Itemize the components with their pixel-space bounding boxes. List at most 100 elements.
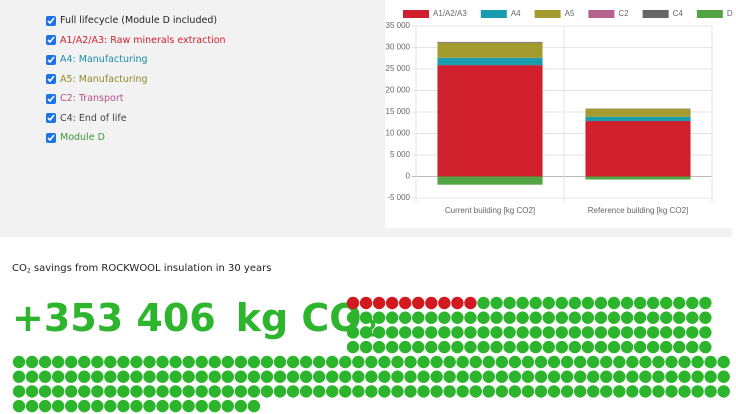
legend-swatch <box>480 10 507 18</box>
dot <box>156 385 169 398</box>
chart: -5 000 0 5 000 10 000 15 000 20 000 25 000 30 0… <box>385 0 736 228</box>
option[interactable]: A4: Manufacturing <box>46 50 226 70</box>
dot <box>378 385 391 398</box>
dot <box>547 355 561 369</box>
dot <box>660 296 673 310</box>
option[interactable]: C4: End of life <box>46 109 226 129</box>
dot <box>372 326 386 339</box>
dot <box>600 370 613 383</box>
option-label[interactable]: A5: Manufacturing <box>60 73 148 85</box>
dot <box>464 296 477 310</box>
dot <box>378 355 391 369</box>
checkbox[interactable] <box>46 93 56 104</box>
option-label[interactable]: C4: End of life <box>60 112 127 124</box>
y-tick-label: 15 000 <box>386 107 411 116</box>
dot <box>399 296 412 310</box>
bar-segment <box>437 176 543 185</box>
dot <box>247 370 261 383</box>
dot <box>365 385 378 398</box>
dot <box>38 355 52 369</box>
dot <box>143 385 156 398</box>
dot <box>195 385 208 398</box>
dot <box>534 370 548 383</box>
dot <box>339 370 352 383</box>
legend-label: A5 <box>565 9 575 18</box>
dot <box>91 355 104 369</box>
option-label[interactable]: Module D <box>60 132 105 144</box>
dot <box>613 385 626 398</box>
dot <box>412 311 425 324</box>
option-label[interactable]: A4: Manufacturing <box>60 54 148 66</box>
dot <box>326 355 339 369</box>
dot <box>620 311 634 324</box>
dot <box>326 385 339 398</box>
dot <box>385 340 399 354</box>
dot <box>312 370 326 383</box>
dot <box>646 326 660 339</box>
dot <box>607 340 621 354</box>
dot <box>12 399 26 413</box>
dot <box>352 355 365 369</box>
legend-swatch <box>588 10 615 18</box>
option[interactable]: Full lifecycle (Module D included) <box>46 11 226 31</box>
checkbox[interactable] <box>46 132 56 143</box>
dot <box>673 296 686 310</box>
dot <box>182 355 195 369</box>
dot <box>699 326 712 339</box>
dot <box>646 340 660 354</box>
dot <box>365 370 378 383</box>
dot <box>182 399 195 413</box>
checkbox[interactable] <box>46 15 56 26</box>
dot <box>555 296 568 310</box>
dot <box>503 326 516 339</box>
dot <box>477 296 490 310</box>
dot <box>195 355 208 369</box>
dot <box>673 311 686 324</box>
dot <box>25 399 39 413</box>
checkbox[interactable] <box>46 35 56 46</box>
dot <box>195 370 208 383</box>
dot <box>477 311 490 324</box>
dot <box>607 311 621 324</box>
legend-label: C2 <box>618 9 629 18</box>
dot <box>312 385 326 398</box>
option-label[interactable]: C2: Transport <box>60 93 124 105</box>
dot <box>430 385 443 398</box>
option[interactable]: A1/A2/A3: Raw minerals extraction <box>46 31 226 51</box>
dot <box>639 355 652 369</box>
dot <box>665 385 678 398</box>
option-label[interactable]: A1/A2/A3: Raw minerals extraction <box>60 34 226 46</box>
option[interactable]: A5: Manufacturing <box>46 70 226 90</box>
checkbox[interactable] <box>46 113 56 124</box>
dot <box>221 399 234 413</box>
checkbox[interactable] <box>46 54 56 65</box>
option-label[interactable]: Full lifecycle (Module D included) <box>60 15 218 27</box>
dot <box>78 370 91 383</box>
checkbox[interactable] <box>46 74 56 85</box>
dot <box>626 370 639 383</box>
dot <box>547 370 561 383</box>
dot <box>169 385 182 398</box>
option[interactable]: Module D <box>46 128 226 148</box>
dot <box>169 355 182 369</box>
bar-segment <box>585 176 691 180</box>
dot <box>469 370 482 383</box>
dot <box>516 296 529 310</box>
dot <box>573 385 587 398</box>
dot <box>516 340 529 354</box>
dot <box>346 311 360 324</box>
dot <box>234 399 248 413</box>
dot <box>633 296 647 310</box>
dot <box>234 370 248 383</box>
dot <box>156 399 169 413</box>
dot <box>12 355 26 369</box>
option[interactable]: C2: Transport <box>46 89 226 109</box>
dot <box>490 340 503 354</box>
dot <box>104 385 117 398</box>
dot <box>699 340 712 354</box>
dot <box>299 355 313 369</box>
dot <box>25 370 39 383</box>
dot <box>286 370 300 383</box>
dot <box>568 296 582 310</box>
legend-label: A4 <box>511 9 521 18</box>
